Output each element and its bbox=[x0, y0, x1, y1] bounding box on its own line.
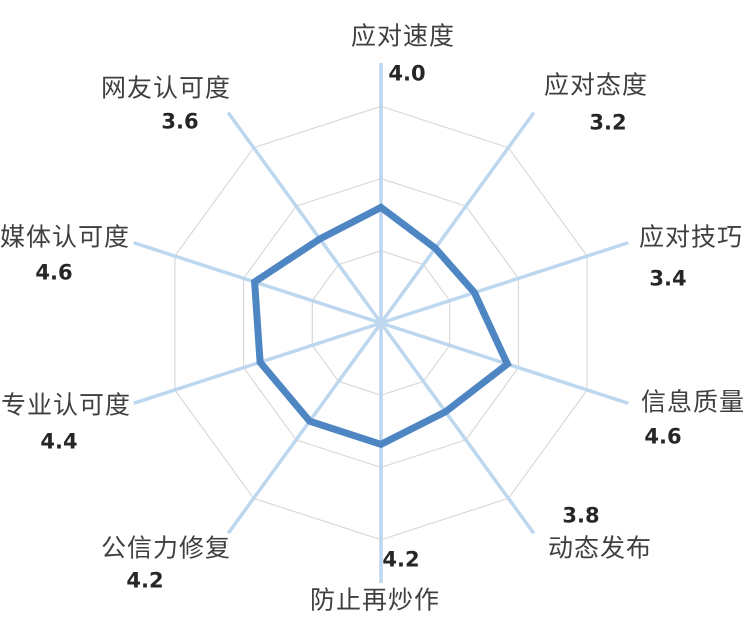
radar-series-polygon bbox=[250, 203, 512, 449]
axis-label-prevent-rehype: 防止再炒作 bbox=[309, 587, 441, 615]
value-label-netizen-recognition: 3.6 bbox=[161, 109, 199, 134]
axis-label-professional-recognition: 专业认可度 bbox=[0, 392, 132, 420]
value-label-professional-recognition: 4.4 bbox=[40, 429, 78, 454]
value-label-information-quality: 4.6 bbox=[644, 424, 682, 449]
value-label-credibility-repair: 4.2 bbox=[126, 568, 164, 593]
value-label-response-attitude: 3.2 bbox=[589, 110, 627, 135]
axis-label-update-release: 动态发布 bbox=[547, 535, 653, 563]
radar-axis-spoke bbox=[379, 111, 536, 325]
value-label-prevent-rehype: 4.2 bbox=[382, 547, 420, 572]
value-label-update-release: 3.8 bbox=[562, 503, 600, 528]
axis-label-information-quality: 信息质量 bbox=[640, 389, 746, 417]
axis-label-netizen-recognition: 网友认可度 bbox=[100, 75, 232, 103]
axis-label-response-speed: 应对速度 bbox=[350, 23, 456, 51]
axis-label-response-skill: 应对技巧 bbox=[638, 224, 744, 252]
axis-label-response-attitude: 应对态度 bbox=[543, 72, 649, 100]
value-label-media-recognition: 4.6 bbox=[35, 260, 73, 285]
radar-axis-spoke bbox=[226, 111, 383, 325]
axis-label-media-recognition: 媒体认可度 bbox=[0, 224, 131, 252]
radar-axis-spoke bbox=[226, 321, 383, 535]
axis-label-credibility-repair: 公信力修复 bbox=[100, 535, 232, 563]
value-label-response-speed: 4.0 bbox=[388, 61, 426, 86]
value-label-response-skill: 3.4 bbox=[649, 266, 687, 291]
radar-axis-spoke bbox=[379, 321, 536, 535]
radar-axis-spoke bbox=[380, 241, 629, 325]
